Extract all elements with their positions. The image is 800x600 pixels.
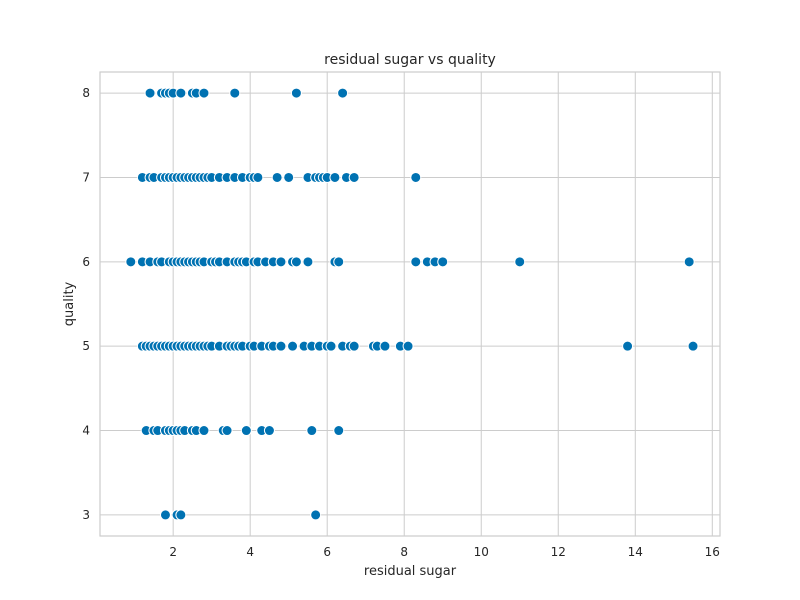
data-point bbox=[275, 256, 287, 268]
data-point bbox=[687, 340, 699, 352]
y-tick-label: 3 bbox=[82, 508, 90, 522]
x-tick-label: 10 bbox=[474, 545, 489, 559]
y-tick-label: 6 bbox=[82, 255, 90, 269]
x-tick-label: 12 bbox=[551, 545, 566, 559]
x-tick-label: 16 bbox=[705, 545, 720, 559]
data-point bbox=[402, 340, 414, 352]
data-point bbox=[410, 171, 422, 183]
data-points bbox=[125, 87, 699, 521]
data-point bbox=[348, 340, 360, 352]
x-tick-label: 2 bbox=[169, 545, 177, 559]
plot-area bbox=[100, 72, 720, 536]
data-point bbox=[302, 256, 314, 268]
data-point bbox=[290, 87, 302, 99]
y-tick-label: 4 bbox=[82, 424, 90, 438]
y-tick-label: 7 bbox=[82, 170, 90, 184]
data-point bbox=[198, 87, 210, 99]
x-tick-label: 6 bbox=[323, 545, 331, 559]
x-tick-labels: 2 4 6 8 10 12 14 16 bbox=[169, 545, 720, 559]
data-point bbox=[348, 171, 360, 183]
data-point bbox=[325, 340, 337, 352]
chart-title: residual sugar vs quality bbox=[324, 52, 496, 68]
data-point bbox=[283, 171, 295, 183]
x-tick-label: 8 bbox=[400, 545, 408, 559]
data-point bbox=[275, 340, 287, 352]
data-point bbox=[125, 256, 137, 268]
data-point bbox=[306, 425, 318, 437]
y-tick-label: 5 bbox=[82, 339, 90, 353]
data-point bbox=[337, 87, 349, 99]
data-point bbox=[287, 340, 299, 352]
y-tick-label: 8 bbox=[82, 86, 90, 100]
data-point bbox=[290, 256, 302, 268]
data-point bbox=[198, 425, 210, 437]
x-tick-label: 4 bbox=[246, 545, 254, 559]
data-point bbox=[263, 425, 275, 437]
data-point bbox=[410, 256, 422, 268]
axes-frame bbox=[99, 71, 721, 537]
data-point bbox=[159, 509, 171, 521]
data-point bbox=[229, 87, 241, 99]
data-point bbox=[683, 256, 695, 268]
x-tick-label: 14 bbox=[628, 545, 643, 559]
data-point bbox=[175, 87, 187, 99]
y-axis-label: quality bbox=[62, 281, 77, 326]
data-point bbox=[271, 171, 283, 183]
data-point bbox=[240, 425, 252, 437]
data-point bbox=[514, 256, 526, 268]
data-point bbox=[333, 256, 345, 268]
data-point bbox=[175, 509, 187, 521]
data-point bbox=[622, 340, 634, 352]
data-point bbox=[221, 425, 233, 437]
x-axis-label: residual sugar bbox=[364, 564, 457, 579]
data-point bbox=[252, 171, 264, 183]
y-tick-labels: 3 4 5 6 7 8 bbox=[82, 86, 90, 522]
data-point bbox=[310, 509, 322, 521]
data-point bbox=[379, 340, 391, 352]
data-point bbox=[437, 256, 449, 268]
data-point bbox=[144, 87, 156, 99]
data-point bbox=[333, 425, 345, 437]
data-point bbox=[329, 171, 341, 183]
